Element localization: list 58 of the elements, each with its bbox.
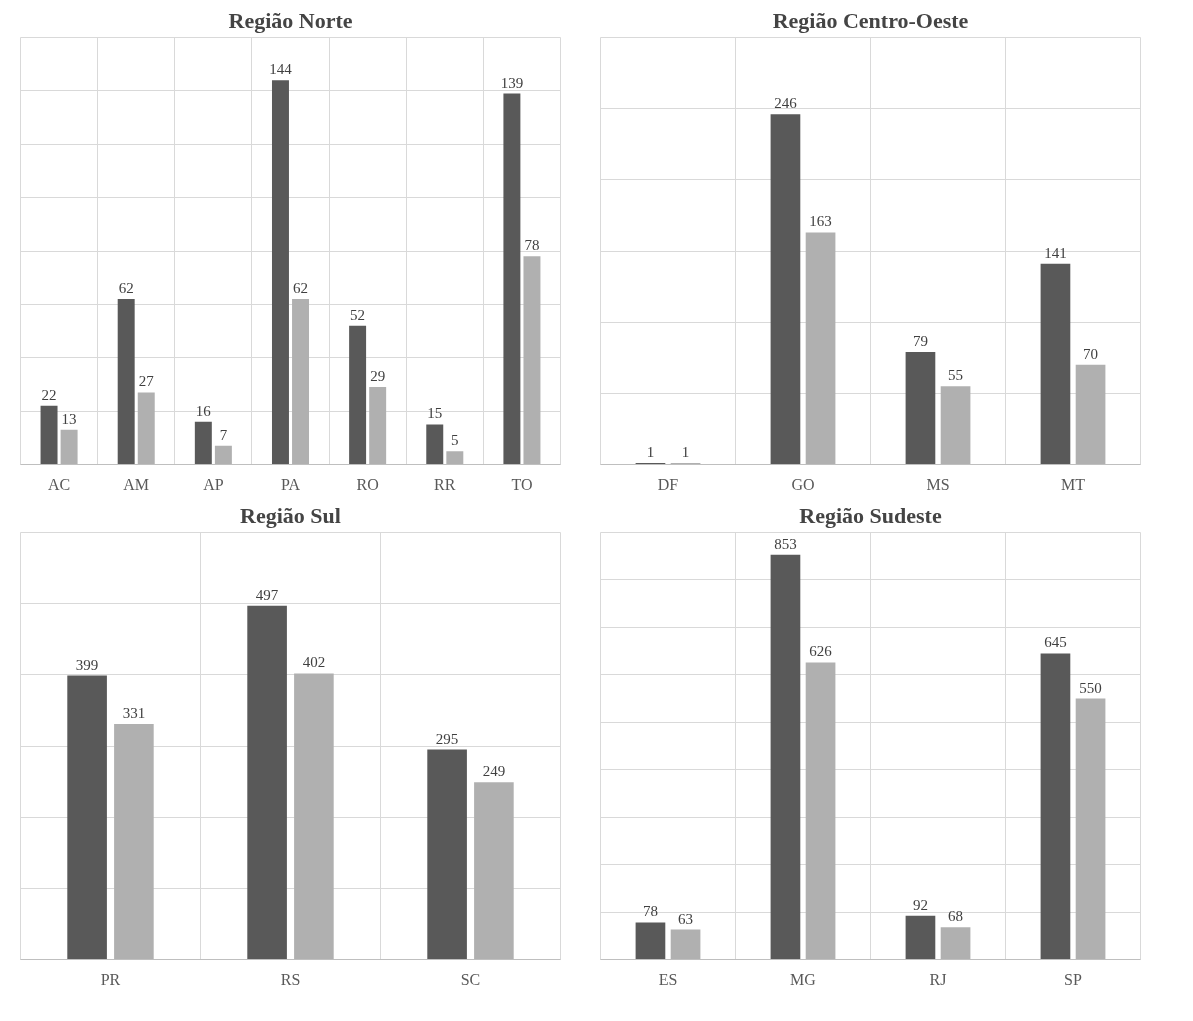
- data-label: 22: [41, 386, 57, 403]
- data-label: 645: [1044, 634, 1067, 651]
- x-tick-label: MS: [926, 475, 950, 493]
- x-tick-label: DF: [657, 475, 679, 493]
- x-tick-label: PA: [281, 475, 301, 493]
- data-label: 78: [524, 237, 540, 254]
- x-tick-label: RS: [280, 970, 301, 988]
- data-label: 79: [912, 333, 928, 350]
- chart-title: Região Centro-Oeste: [772, 7, 969, 33]
- data-label: 139: [500, 74, 524, 91]
- x-tick-label: PR: [100, 970, 121, 988]
- x-tick-label: RR: [434, 475, 456, 493]
- data-label: 402: [302, 654, 326, 671]
- data-label: 853: [774, 535, 797, 552]
- x-tick-label: ES: [658, 970, 678, 988]
- x-tick-label: SP: [1064, 970, 1082, 988]
- x-tick-label: TO: [511, 475, 533, 493]
- data-label: 68: [948, 908, 964, 925]
- data-label: 497: [255, 586, 279, 603]
- data-label: 15: [427, 405, 443, 422]
- data-label: 246: [774, 95, 798, 112]
- data-label: 27: [138, 373, 155, 390]
- data-label: 7: [219, 426, 228, 443]
- data-label: 249: [482, 763, 506, 780]
- data-label: 331: [122, 704, 146, 721]
- data-label: 1: [646, 444, 655, 461]
- data-label: 626: [809, 643, 833, 660]
- chart-title: Região Sudeste: [799, 502, 942, 528]
- data-label: 55: [948, 367, 964, 384]
- x-tick-label: RO: [356, 475, 379, 493]
- x-tick-label: MT: [1061, 475, 1086, 493]
- x-tick-label: AP: [203, 475, 224, 493]
- x-tick-label: AC: [47, 475, 71, 493]
- data-label: 141: [1044, 244, 1067, 261]
- x-tick-label: AM: [123, 475, 150, 493]
- data-label: 163: [809, 213, 832, 230]
- data-label: 5: [451, 432, 459, 449]
- x-tick-label: MG: [790, 970, 817, 988]
- data-label: 13: [61, 410, 77, 427]
- data-label: 399: [75, 656, 99, 673]
- data-label: 1: [681, 444, 690, 461]
- x-tick-label: RJ: [929, 970, 947, 988]
- data-label: 16: [195, 402, 212, 419]
- x-tick-label: GO: [791, 475, 815, 493]
- data-label: 70: [1083, 345, 1099, 362]
- data-label: 62: [118, 280, 134, 297]
- data-label: 62: [293, 280, 309, 297]
- data-label: 92: [912, 896, 928, 913]
- data-label: 78: [642, 903, 658, 920]
- data-label: 63: [678, 910, 694, 927]
- data-label: 52: [350, 306, 366, 323]
- data-label: 550: [1079, 679, 1102, 696]
- data-label: 295: [435, 730, 459, 747]
- x-tick-label: SC: [460, 970, 481, 988]
- chart-title: Região Sul: [240, 502, 341, 528]
- data-label: 144: [269, 61, 293, 78]
- data-label: 29: [370, 368, 386, 385]
- chart-title: Região Norte: [228, 7, 353, 33]
